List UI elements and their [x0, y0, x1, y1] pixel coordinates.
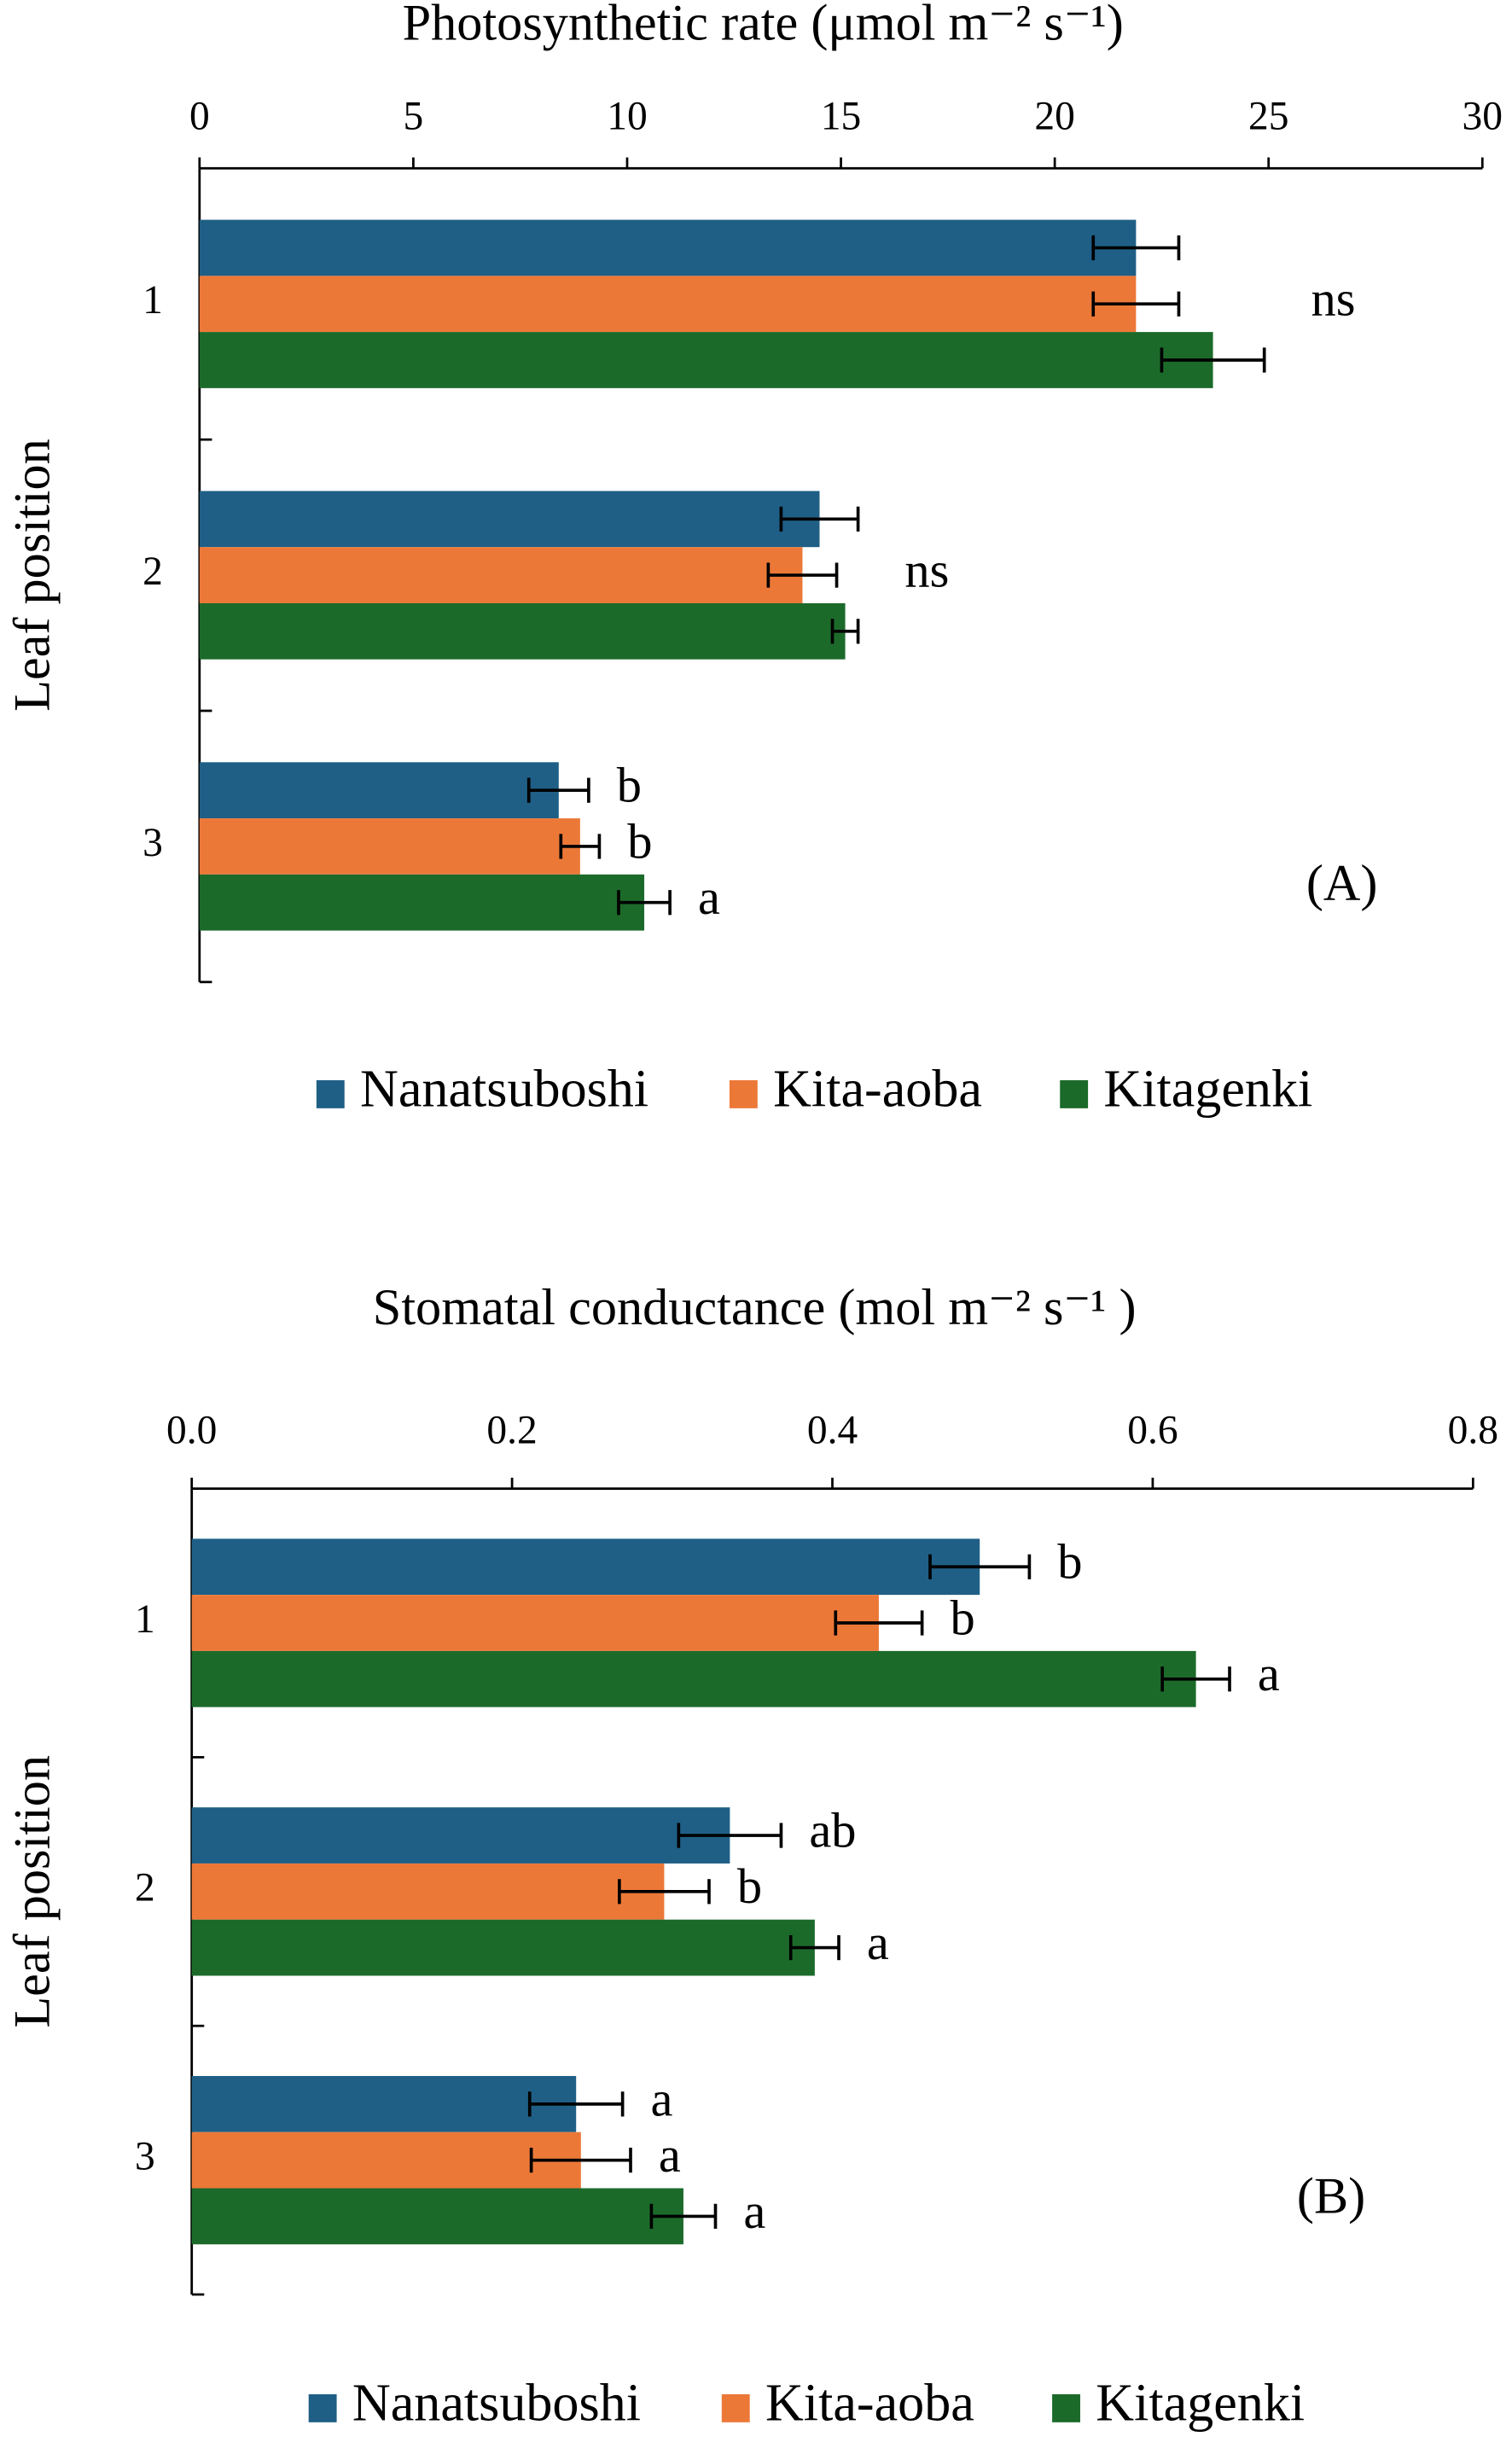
- bar: [191, 1538, 980, 1596]
- bar: [191, 1919, 815, 1976]
- bar: [199, 547, 803, 603]
- bar: [191, 1650, 1196, 1707]
- y-tick-label: 1: [135, 1597, 155, 1642]
- chart-title: Stomatal conductance (mol m⁻² s⁻¹ ): [373, 1279, 1137, 1336]
- panel-label: (B): [1297, 2167, 1365, 2224]
- x-tick-label: 0: [189, 95, 210, 139]
- legend-swatch: [1060, 1079, 1089, 1108]
- significance-label: a: [867, 1915, 889, 1970]
- x-tick-label: 5: [404, 95, 424, 139]
- significance-label: ns: [904, 542, 949, 597]
- bar: [191, 1863, 665, 1920]
- significance-label: b: [951, 1590, 975, 1645]
- legend-label: Nanatsuboshi: [360, 1061, 648, 1119]
- y-tick-label: 3: [142, 821, 163, 865]
- legend-label: Kita-aoba: [773, 1061, 982, 1119]
- legend-label: Kitagenki: [1103, 1061, 1312, 1119]
- bar: [191, 2188, 683, 2245]
- chart-panel: Stomatal conductance (mol m⁻² s⁻¹ ) 0.0 0.…: [4, 1279, 1498, 2433]
- significance-label: ab: [809, 1802, 856, 1858]
- legend-label: Nanatsuboshi: [352, 2375, 641, 2433]
- legend-label: Kitagenki: [1096, 2375, 1305, 2433]
- legend-swatch: [1052, 2393, 1080, 2422]
- significance-label: a: [743, 2184, 765, 2239]
- x-tick-label: 0.6: [1127, 1409, 1178, 1453]
- y-tick-label: 1: [142, 278, 163, 323]
- bar: [191, 2131, 581, 2189]
- legend-swatch: [316, 1079, 345, 1108]
- bar: [199, 602, 846, 660]
- legend-swatch: [721, 2393, 750, 2422]
- significance-label: a: [1258, 1646, 1280, 1701]
- panel-label: (A): [1306, 855, 1378, 912]
- y-axis-label: Leaf position: [4, 439, 61, 712]
- significance-label: ns: [1311, 271, 1356, 327]
- x-tick-label: 0.4: [807, 1409, 858, 1453]
- significance-label: a: [698, 869, 720, 925]
- bar: [191, 2075, 577, 2132]
- chart-panel: Photosynthetic rate (μmol m⁻² s⁻¹) 0 5 10 15…: [4, 0, 1503, 1119]
- bar: [199, 276, 1137, 333]
- bar: [199, 332, 1213, 388]
- significance-label: a: [651, 2071, 673, 2126]
- chart-title: Photosynthetic rate (μmol m⁻² s⁻¹): [403, 0, 1124, 52]
- x-tick-label: 0.2: [486, 1409, 537, 1453]
- y-tick-label: 2: [135, 1866, 155, 1910]
- bar: [199, 762, 559, 819]
- bar: [199, 219, 1137, 276]
- bar: [199, 874, 645, 931]
- x-tick-label: 10: [607, 95, 647, 139]
- significance-label: b: [627, 813, 652, 869]
- significance-label: b: [617, 758, 642, 813]
- significance-label: b: [1057, 1534, 1082, 1590]
- bar: [199, 491, 820, 548]
- x-tick-label: 30: [1463, 95, 1503, 139]
- legend-swatch: [308, 2393, 337, 2422]
- y-tick-label: 2: [142, 550, 163, 594]
- x-tick-label: 25: [1248, 95, 1288, 139]
- significance-label: b: [737, 1858, 762, 1914]
- y-tick-label: 3: [135, 2135, 155, 2179]
- x-tick-label: 0.0: [166, 1409, 217, 1453]
- x-tick-label: 20: [1034, 95, 1074, 139]
- legend-label: Kita-aoba: [765, 2375, 974, 2433]
- bar: [199, 818, 580, 875]
- x-tick-label: 15: [821, 95, 861, 139]
- significance-label: a: [659, 2127, 681, 2183]
- y-axis-label: Leaf position: [4, 1755, 61, 2028]
- bar: [191, 1807, 730, 1864]
- bar: [191, 1595, 879, 1651]
- x-tick-label: 0.8: [1448, 1409, 1498, 1453]
- legend-swatch: [729, 1079, 758, 1108]
